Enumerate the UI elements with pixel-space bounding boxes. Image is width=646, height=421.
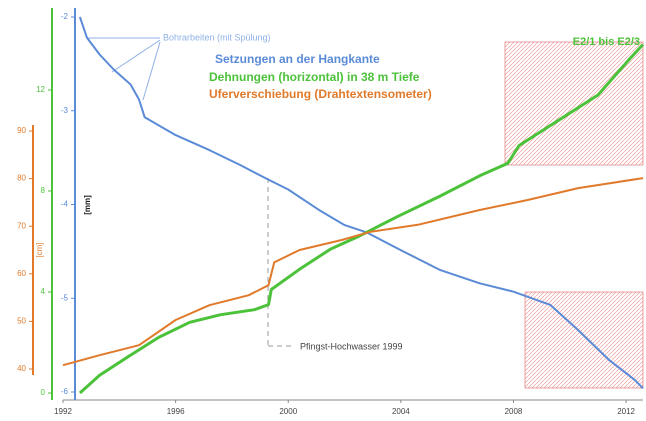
axis-label: [cm] [35,242,44,257]
axis-label: [mm] [83,195,92,215]
x-tick-label: 2000 [279,407,297,416]
y-tick-label: -4 [61,200,69,209]
annotation: Pfingst-Hochwasser 1999 [300,341,403,351]
legend-entry: Uferverschiebung (Drahtextensometer) [209,87,432,101]
y-tick-label: 40 [17,364,26,373]
x-tick-label: 1996 [167,407,185,416]
x-tick-label: 2008 [505,407,523,416]
y-tick-label: 0 [41,388,46,397]
y-tick-label: -2 [61,12,69,21]
annotation-arrows [88,37,161,101]
y-tick-label: 50 [17,317,26,326]
y-tick-label: -6 [61,387,69,396]
series-line [78,16,644,390]
legend-entry: Dehnungen (horizontal) in 38 m Tiefe [209,70,420,84]
series-line [78,43,645,395]
y-tick-label: 80 [17,174,26,183]
legend-entry: Setzungen an der Hangkante [215,52,380,66]
y-tick-label: 90 [17,126,26,135]
hatched-zone [504,41,644,166]
y-tick-label: 70 [17,221,26,230]
x-tick-label: 2012 [617,407,635,416]
y-tick-label: 12 [36,85,45,94]
x-tick-label: 1992 [54,407,72,416]
annotation: Bohrarbeiten (mit Spülung) [163,32,271,42]
x-tick-label: 2004 [392,407,410,416]
y-tick-label: -5 [61,293,69,302]
y-tick-label: -3 [61,106,69,115]
y-tick-label: 4 [41,287,46,296]
y-tick-label: 60 [17,269,26,278]
y-tick-label: 8 [41,186,46,195]
annotation: E2/1 bis E2/3 [573,36,640,48]
series-line [62,177,644,367]
